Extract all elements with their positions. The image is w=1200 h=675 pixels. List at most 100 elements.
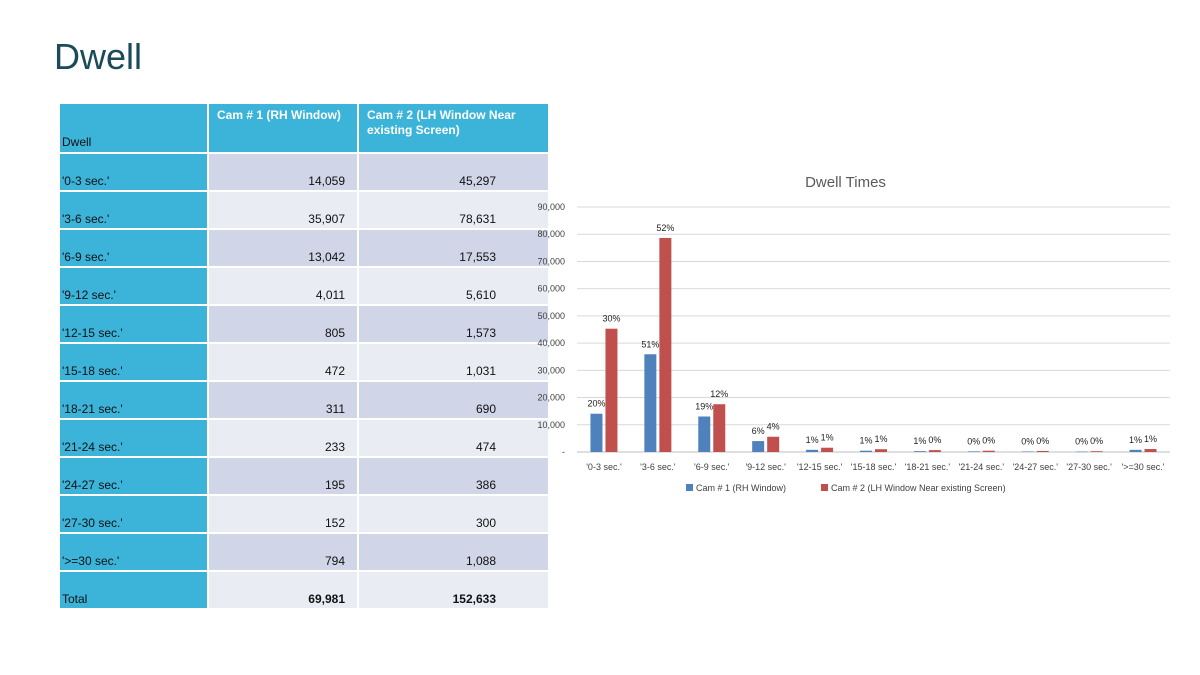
bar-cam2 xyxy=(875,449,887,452)
x-tick-label: '24-27 sec.' xyxy=(1012,462,1058,472)
cam2-value: 78,631 xyxy=(357,190,550,230)
cam2-value: 474 xyxy=(357,418,550,458)
data-label: 6% xyxy=(752,426,765,436)
row-label: Total xyxy=(58,570,209,610)
bar-cam2 xyxy=(605,328,618,452)
bar-cam1 xyxy=(1129,449,1142,452)
bar-cam1 xyxy=(913,451,926,452)
data-label: 0% xyxy=(982,436,995,446)
y-tick-label: 90,000 xyxy=(537,202,565,212)
data-label: 4% xyxy=(767,422,780,432)
cam1-value: 69,981 xyxy=(207,570,359,610)
y-tick-label: 60,000 xyxy=(537,284,565,294)
x-tick-label: '15-18 sec.' xyxy=(851,462,897,472)
cam1-value: 4,011 xyxy=(207,266,359,306)
cam2-value: 690 xyxy=(357,380,550,420)
y-tick-label: 30,000 xyxy=(537,365,565,375)
data-label: 0% xyxy=(1021,436,1034,446)
cam2-value: 1,573 xyxy=(357,304,550,344)
cam2-value: 1,031 xyxy=(357,342,550,382)
row-label: '9-12 sec.' xyxy=(58,266,209,306)
table-row: '9-12 sec.' 4,011 5,610 xyxy=(58,266,550,306)
table-row: '18-21 sec.' 311 690 xyxy=(58,380,550,420)
table-row: '21-24 sec.' 233 474 xyxy=(58,418,550,458)
data-label: 1% xyxy=(859,436,872,446)
legend-label: Cam # 1 (RH Window) xyxy=(696,483,786,493)
data-label: 20% xyxy=(587,399,605,409)
x-tick-label: '3-6 sec.' xyxy=(640,462,676,472)
legend-label: Cam # 2 (LH Window Near existing Screen) xyxy=(831,483,1006,493)
data-label: 52% xyxy=(656,223,674,233)
bar-cam1 xyxy=(644,354,657,452)
row-label: '18-21 sec.' xyxy=(58,380,209,420)
bar-cam1 xyxy=(967,451,980,452)
bar-cam1 xyxy=(860,450,872,452)
cam2-value: 45,297 xyxy=(357,152,550,192)
bar-cam2 xyxy=(713,404,726,452)
bar-cam2 xyxy=(928,450,941,452)
header-cam2: Cam # 2 (LH Window Near existing Screen) xyxy=(357,102,550,154)
table-row: '12-15 sec.' 805 1,573 xyxy=(58,304,550,344)
data-label: 12% xyxy=(710,389,728,399)
bar-cam1 xyxy=(1075,451,1088,453)
y-tick-label: 80,000 xyxy=(537,229,565,239)
cam1-value: 311 xyxy=(207,380,359,420)
data-label: 1% xyxy=(821,433,834,443)
cam1-value: 14,059 xyxy=(207,152,359,192)
y-tick-label: - xyxy=(562,447,565,457)
header-cam1: Cam # 1 (RH Window) xyxy=(207,102,359,154)
data-label: 0% xyxy=(928,435,941,445)
cam1-value: 233 xyxy=(207,418,359,458)
data-label: 0% xyxy=(1090,436,1103,446)
table-row: '6-9 sec.' 13,042 17,553 xyxy=(58,228,550,268)
cam1-value: 805 xyxy=(207,304,359,344)
bar-cam1 xyxy=(1021,451,1034,452)
data-label: 0% xyxy=(1036,436,1049,446)
x-tick-label: '12-15 sec.' xyxy=(797,462,843,472)
table-header-row: Dwell Cam # 1 (RH Window) Cam # 2 (LH Wi… xyxy=(58,102,550,154)
y-tick-label: 70,000 xyxy=(537,256,565,266)
chart-title: Dwell Times xyxy=(805,174,886,191)
data-label: 1% xyxy=(874,434,887,444)
dwell-times-chart: Dwell Times - 10,000 20,000 30,000 40,000 50,0… xyxy=(520,160,1190,520)
row-label: '24-27 sec.' xyxy=(58,456,209,496)
x-tick-label: '0-3 sec.' xyxy=(586,462,622,472)
data-label: 30% xyxy=(602,314,620,324)
bar-cam1 xyxy=(752,441,765,452)
x-tick-label: '21-24 sec.' xyxy=(959,462,1005,472)
table-row: '3-6 sec.' 35,907 78,631 xyxy=(58,190,550,230)
cam2-value: 386 xyxy=(357,456,550,496)
header-dwell: Dwell xyxy=(58,102,209,154)
table-row: '>=30 sec.' 794 1,088 xyxy=(58,532,550,572)
table-row: '24-27 sec.' 195 386 xyxy=(58,456,550,496)
bar-cam2 xyxy=(1090,451,1103,452)
x-tick-label: '27-30 sec.' xyxy=(1066,462,1112,472)
y-tick-label: 40,000 xyxy=(537,338,565,348)
bar-cam1 xyxy=(590,413,603,452)
row-label: '15-18 sec.' xyxy=(58,342,209,382)
x-tick-label: '9-12 sec.' xyxy=(745,462,786,472)
data-label: 1% xyxy=(913,436,926,446)
x-tick-label: '6-9 sec.' xyxy=(694,462,730,472)
bar-cam1 xyxy=(698,416,711,452)
bar-cam2 xyxy=(659,237,672,452)
row-label: '21-24 sec.' xyxy=(58,418,209,458)
cam2-value: 5,610 xyxy=(357,266,550,306)
bar-cam1 xyxy=(806,449,819,452)
data-label: 51% xyxy=(641,339,659,349)
total-row: Total 69,981 152,633 xyxy=(58,570,550,610)
table-row: '15-18 sec.' 472 1,031 xyxy=(58,342,550,382)
row-label: '>=30 sec.' xyxy=(58,532,209,572)
legend-swatch xyxy=(686,484,693,491)
cam1-value: 35,907 xyxy=(207,190,359,230)
cam2-value: 17,553 xyxy=(357,228,550,268)
bar-cam2 xyxy=(767,436,780,452)
row-label: '0-3 sec.' xyxy=(58,152,209,192)
cam1-value: 472 xyxy=(207,342,359,382)
cam2-value: 152,633 xyxy=(357,570,550,610)
bar-cam2 xyxy=(1144,449,1157,452)
bar-cam2 xyxy=(821,447,834,452)
row-label: '12-15 sec.' xyxy=(58,304,209,344)
y-tick-label: 50,000 xyxy=(537,311,565,321)
bar-cam2 xyxy=(982,450,995,452)
